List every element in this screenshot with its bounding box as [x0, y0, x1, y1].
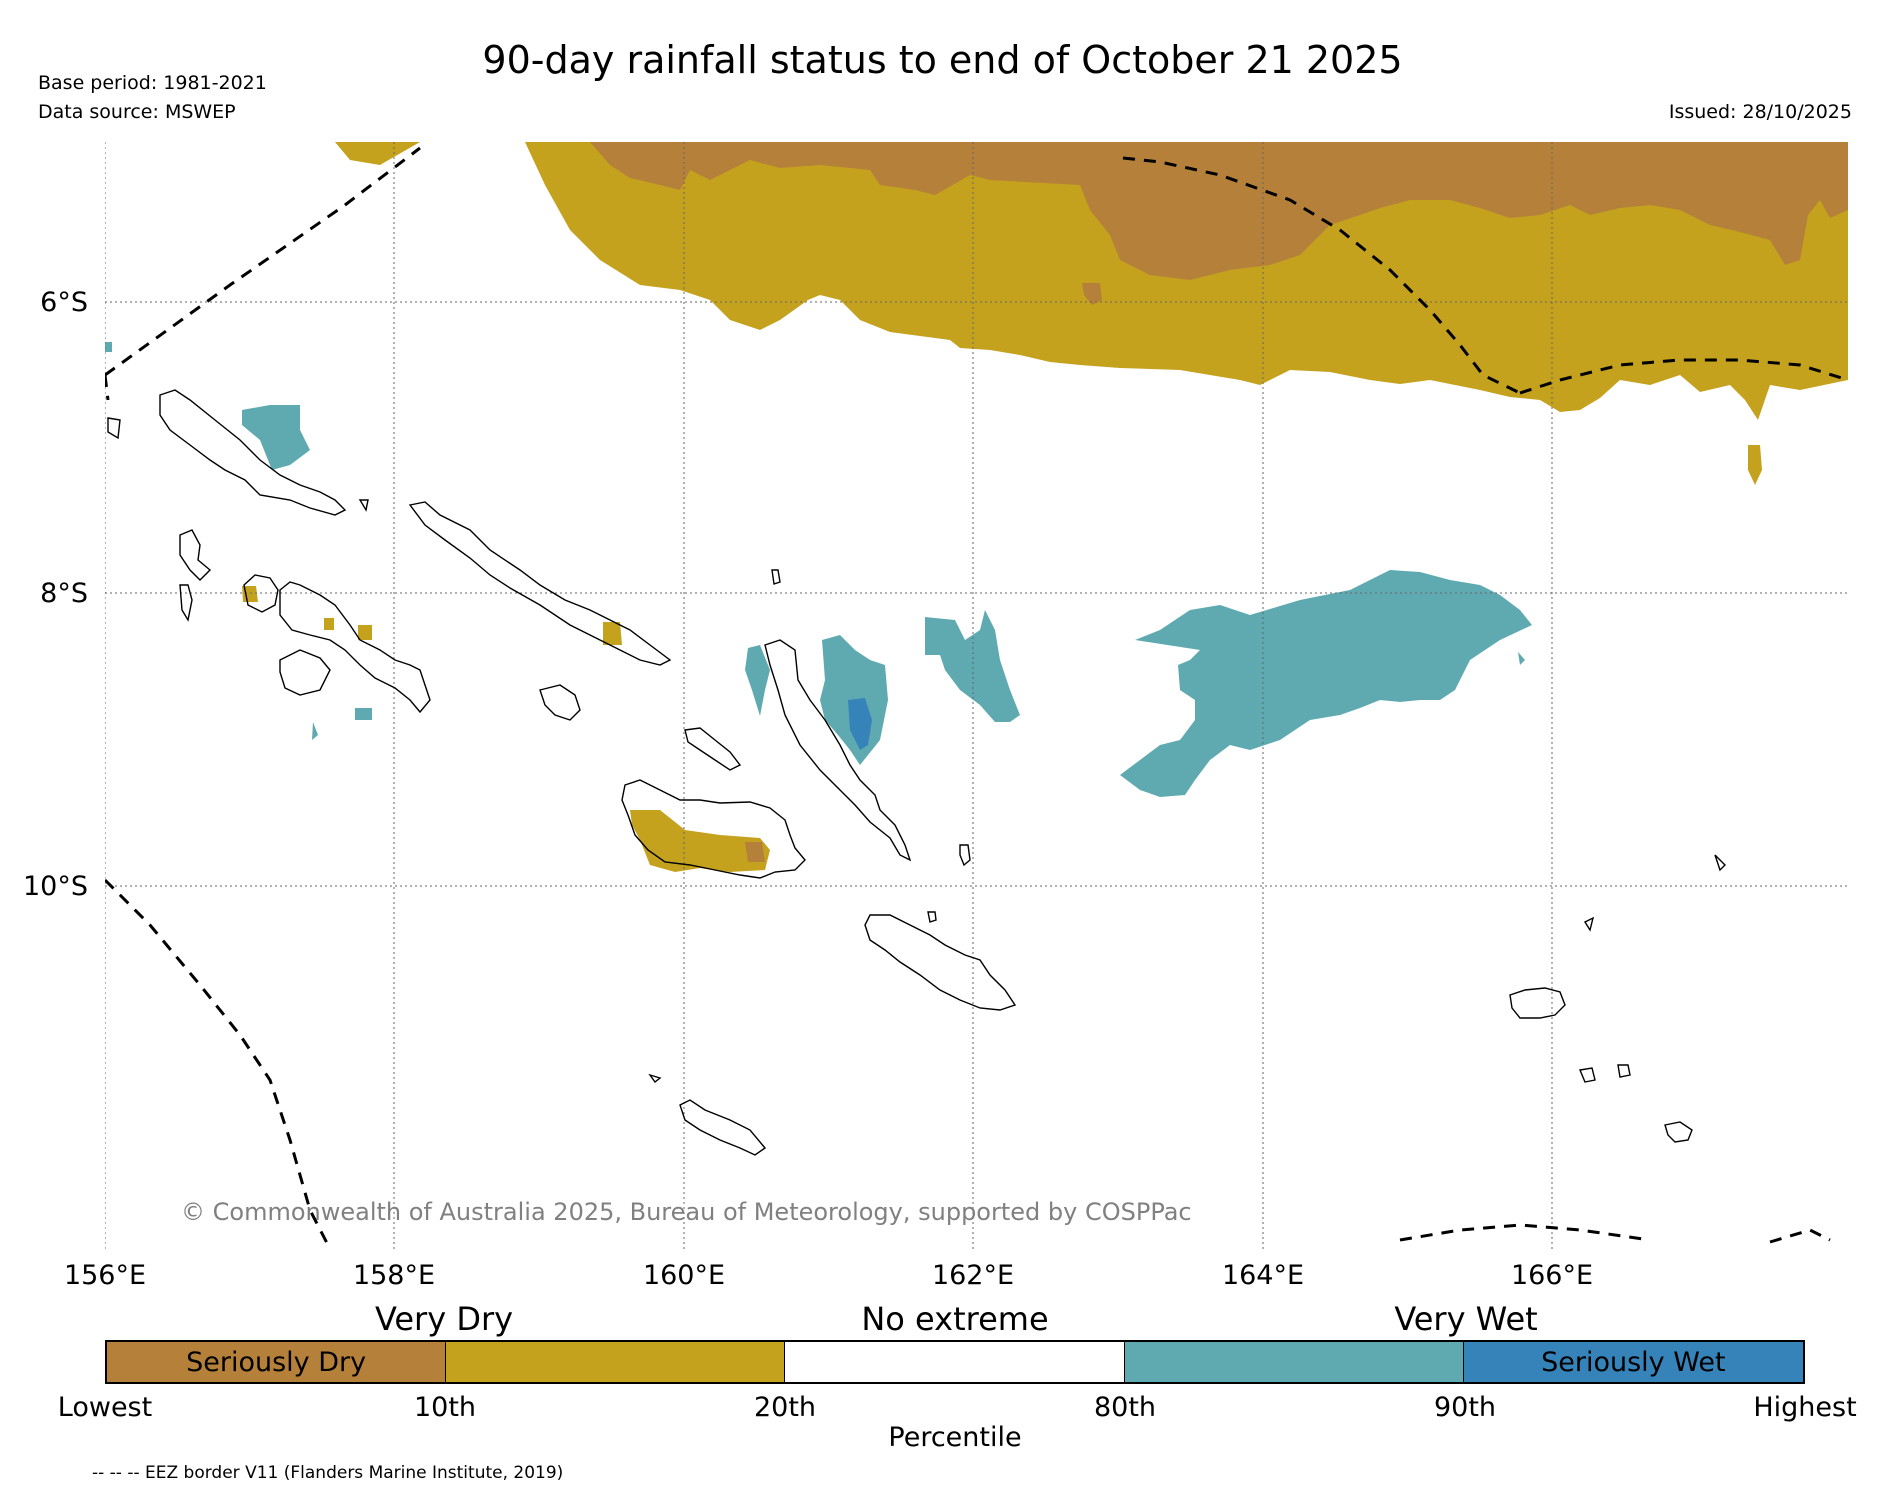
colorbar-segment-seriously-wet: Seriously Wet: [1463, 1342, 1803, 1382]
wet-anomaly-area: [242, 405, 310, 470]
wet-anomaly-area: [925, 610, 1020, 722]
dry-anomaly-area: [265, 142, 1848, 420]
eez-border-note: -- -- -- EEZ border V11 (Flanders Marine…: [92, 1463, 564, 1483]
colorbar-segment-very-wet: [1124, 1342, 1464, 1382]
colorbar-tick-20th: 20th: [753, 1392, 817, 1423]
lat-label-6s: 6°S: [40, 287, 88, 318]
legend-header-very-wet: Very Wet: [1394, 1300, 1538, 1338]
colorbar-tick-80th: 80th: [1093, 1392, 1157, 1423]
dry-anomaly-area: [630, 810, 770, 872]
coastline-icon: [107, 389, 1726, 1156]
dry-anomaly-area: [603, 622, 622, 645]
legend-header-very-dry: Very Dry: [374, 1300, 514, 1338]
data-source: Data source: MSWEP: [38, 101, 236, 123]
issued-date: Issued: 28/10/2025: [1668, 101, 1852, 123]
wet-anomaly-area: [105, 342, 112, 352]
seriously-dry-area: [745, 842, 765, 862]
map-title: 90-day rainfall status to end of October…: [482, 38, 1403, 82]
lon-label-158e: 158°E: [352, 1260, 436, 1291]
base-period: Base period: 1981-2021: [38, 72, 267, 94]
lon-label-164e: 164°E: [1221, 1260, 1305, 1291]
lon-label-162e: 162°E: [931, 1260, 1015, 1291]
wet-anomaly-area: [1518, 652, 1525, 665]
lon-label-160e: 160°E: [642, 1260, 726, 1291]
legend-header-no-extreme: No extreme: [861, 1300, 1049, 1338]
wet-anomaly-area: [355, 708, 372, 720]
colorbar-tick-highest: Highest: [1753, 1392, 1857, 1423]
percentile-colorbar: Seriously Dry Seriously Wet: [105, 1340, 1805, 1384]
colorbar-axis-label: Percentile: [888, 1422, 1022, 1453]
colorbar-tick-10th: 10th: [413, 1392, 477, 1423]
seriously-dry-area: [590, 142, 1848, 280]
wet-anomaly-area: [312, 722, 318, 740]
dry-anomaly-area: [324, 618, 334, 630]
colorbar-tick-lowest: Lowest: [57, 1392, 153, 1423]
dry-anomaly-area: [1748, 445, 1762, 485]
lat-label-10s: 10°S: [23, 871, 88, 902]
seriously-dry-area: [1082, 283, 1102, 305]
wet-anomaly-area: [1182, 618, 1207, 640]
colorbar-segment-no-extreme: [785, 1342, 1125, 1382]
eez-border-icon: [105, 146, 1848, 1249]
lon-label-156e: 156°E: [63, 1260, 147, 1291]
copyright-notice: © Commonwealth of Australia 2025, Bureau…: [181, 1198, 1192, 1226]
colorbar-tick-90th: 90th: [1433, 1392, 1497, 1423]
graticule: [105, 142, 1848, 1249]
wet-anomaly-area: [1120, 570, 1532, 797]
wet-anomaly-area: [745, 645, 770, 716]
seriously-wet-area: [848, 698, 872, 750]
lon-label-166e: 166°E: [1510, 1260, 1594, 1291]
colorbar-segment-very-dry: [446, 1342, 786, 1382]
lat-label-8s: 8°S: [40, 578, 88, 609]
dry-anomaly-area: [358, 625, 372, 640]
colorbar-segment-seriously-dry: Seriously Dry: [107, 1342, 447, 1382]
